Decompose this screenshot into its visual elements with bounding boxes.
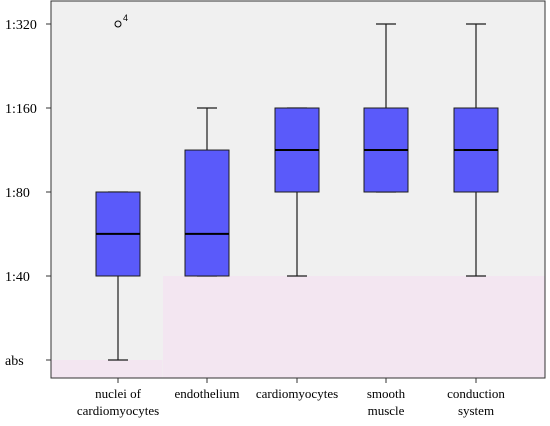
background-region-0 <box>51 360 163 378</box>
outlier-point <box>114 20 122 28</box>
x-tick-label: cardiomyocytes <box>256 386 338 401</box>
box-2 <box>274 107 320 277</box>
box-series: 4 <box>95 13 499 361</box>
x-axis-labels: nuclei of cardiomyocytes endothelium cardio… <box>77 378 505 418</box>
x-tick-label: endothelium <box>175 386 240 401</box>
x-tick-label: conduction <box>447 386 505 401</box>
outlier-label: 4 <box>123 13 128 23</box>
y-tick-label: 1:160 <box>5 102 37 117</box>
x-tick-label: muscle <box>368 403 405 418</box>
background-region-1 <box>163 276 545 378</box>
y-tick-label: 1:320 <box>5 18 37 33</box>
x-tick-label: nuclei of <box>95 386 142 401</box>
box-3 <box>363 23 409 193</box>
y-tick-label: abs <box>5 354 24 369</box>
box-0: 4 <box>95 13 141 361</box>
y-tick-label: 1:80 <box>5 186 30 201</box>
y-axis-ticks: abs 1:40 1:80 1:160 1:320 <box>5 18 51 369</box>
box-iqr <box>184 149 230 277</box>
x-tick-label: cardiomyocytes <box>77 403 159 418</box>
box-1 <box>184 107 230 277</box>
plot-area-frame <box>50 0 546 379</box>
y-tick-label: 1:40 <box>5 270 30 285</box>
background-regions <box>51 276 545 378</box>
box-4 <box>453 23 499 277</box>
x-tick-label: system <box>458 403 494 418</box>
x-tick-label: smooth <box>367 386 406 401</box>
